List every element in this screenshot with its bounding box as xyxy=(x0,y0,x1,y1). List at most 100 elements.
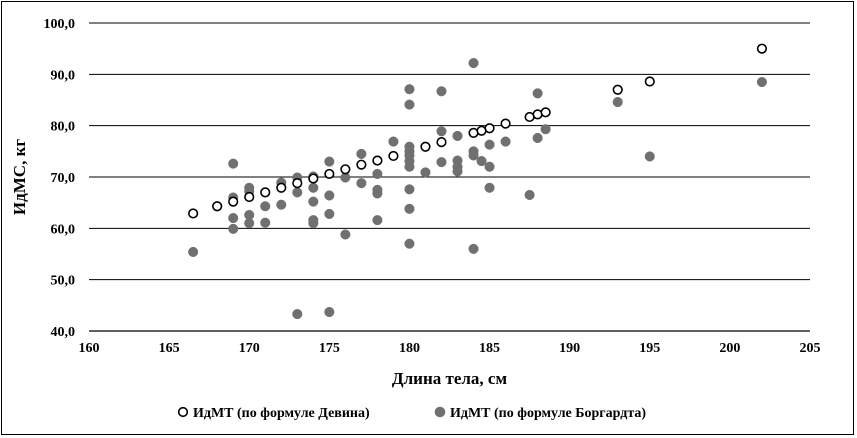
data-point-borgardt xyxy=(404,99,415,110)
x-tick-label: 165 xyxy=(159,341,180,356)
data-point-devine xyxy=(188,208,199,219)
data-point-borgardt xyxy=(404,203,415,214)
data-point-borgardt xyxy=(468,57,479,69)
data-point-borgardt xyxy=(308,182,319,193)
data-point-borgardt xyxy=(436,157,447,168)
legend: ИдМТ (по формуле Девина) ИдМТ (по формул… xyxy=(177,406,646,421)
data-point-borgardt xyxy=(756,76,767,88)
data-point-devine xyxy=(340,164,351,175)
data-point-borgardt xyxy=(228,158,239,169)
data-point-devine xyxy=(644,76,655,87)
data-point-borgardt xyxy=(276,199,287,210)
data-point-borgardt xyxy=(260,201,271,212)
data-point-borgardt xyxy=(540,124,551,135)
data-point-borgardt xyxy=(476,156,487,167)
data-point-devine xyxy=(228,196,239,207)
legend-label-devine: ИдМТ (по формуле Девина) xyxy=(193,406,370,421)
x-axis-title: Длина тела, см xyxy=(392,369,508,388)
data-point-devine xyxy=(612,84,623,95)
data-point-borgardt xyxy=(524,189,535,201)
data-point-borgardt xyxy=(372,188,383,199)
y-axis-title: ИдМС, кг xyxy=(10,139,29,215)
data-point-borgardt xyxy=(612,97,623,108)
data-point-borgardt xyxy=(228,213,239,224)
x-tick-label: 200 xyxy=(719,341,740,356)
data-point-borgardt xyxy=(324,156,335,167)
data-point-devine xyxy=(276,182,287,193)
data-point-borgardt xyxy=(484,182,495,193)
data-point-devine xyxy=(420,141,431,152)
y-tick-label: 90,0 xyxy=(51,68,76,83)
data-point-devine xyxy=(500,118,511,129)
data-point-borgardt xyxy=(340,229,351,240)
data-point-borgardt xyxy=(436,126,447,137)
data-point-devine xyxy=(308,173,319,184)
data-point-devine xyxy=(212,201,223,212)
data-point-borgardt xyxy=(404,184,415,195)
data-point-borgardt xyxy=(644,151,655,162)
data-point-borgardt xyxy=(188,246,199,257)
data-point-borgardt xyxy=(404,238,415,249)
data-point-borgardt xyxy=(500,136,511,147)
data-point-borgardt xyxy=(372,168,383,179)
x-tick-label: 205 xyxy=(800,341,821,356)
y-tick-label: 100,0 xyxy=(44,17,76,32)
data-point-borgardt xyxy=(532,88,543,99)
data-point-borgardt xyxy=(484,139,495,150)
data-point-devine xyxy=(436,136,447,148)
data-point-devine xyxy=(540,107,551,118)
data-point-borgardt xyxy=(404,161,415,172)
x-tick-label: 190 xyxy=(559,341,580,356)
data-point-devine xyxy=(356,159,367,170)
data-point-borgardt xyxy=(308,196,319,207)
data-point-devine xyxy=(324,168,335,180)
data-point-borgardt xyxy=(468,243,479,254)
legend-marker-borgardt xyxy=(434,406,446,418)
data-point-borgardt xyxy=(244,218,255,229)
y-tick-label: 40,0 xyxy=(51,325,76,340)
data-point-borgardt xyxy=(228,223,239,234)
data-point-devine xyxy=(484,123,495,134)
legend-label-borgardt: ИдМТ (по формуле Боргардта) xyxy=(450,406,646,421)
x-tick-label: 160 xyxy=(79,341,100,356)
data-point-borgardt xyxy=(292,187,303,198)
data-point-devine xyxy=(292,178,303,189)
data-point-borgardt xyxy=(436,86,447,97)
x-tick-labels: 160 165 170 175 180 185 190 195 200 205 xyxy=(79,341,821,356)
series-borgardt-points xyxy=(188,57,767,320)
data-point-borgardt xyxy=(308,218,319,229)
x-tick-label: 170 xyxy=(239,341,260,356)
x-tick-label: 185 xyxy=(479,341,500,356)
data-point-borgardt xyxy=(420,167,431,178)
x-tick-label: 175 xyxy=(319,341,340,356)
data-point-borgardt xyxy=(532,132,543,144)
data-point-devine xyxy=(260,187,271,198)
y-tick-label: 60,0 xyxy=(51,222,76,237)
series-devine-points xyxy=(188,43,768,219)
data-point-borgardt xyxy=(404,84,415,95)
data-point-borgardt xyxy=(452,130,463,141)
gridlines xyxy=(89,22,810,281)
data-point-borgardt xyxy=(324,208,335,220)
y-tick-label: 70,0 xyxy=(51,171,76,186)
data-point-borgardt xyxy=(484,161,495,172)
data-point-devine xyxy=(388,150,399,162)
y-tick-label: 80,0 xyxy=(51,120,76,135)
data-point-borgardt xyxy=(452,166,463,177)
data-point-borgardt xyxy=(324,190,335,201)
y-tick-labels: 40,0 50,0 60,0 70,0 80,0 90,0 100,0 xyxy=(44,17,76,340)
data-point-devine xyxy=(244,191,255,203)
data-point-borgardt xyxy=(324,306,335,318)
data-point-devine xyxy=(756,43,768,54)
data-point-borgardt xyxy=(356,148,367,159)
x-tick-label: 195 xyxy=(639,341,660,356)
data-point-borgardt xyxy=(372,215,383,226)
y-tick-label: 50,0 xyxy=(51,274,76,289)
data-point-devine xyxy=(372,155,383,166)
x-tick-label: 180 xyxy=(399,341,420,356)
data-point-borgardt xyxy=(356,178,367,189)
data-point-borgardt xyxy=(388,136,399,147)
legend-marker-devine xyxy=(177,406,189,418)
